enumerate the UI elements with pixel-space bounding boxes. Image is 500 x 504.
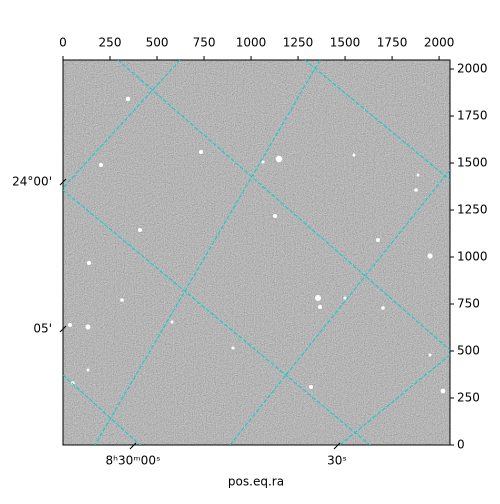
x-tick-label: 1500 — [330, 36, 361, 50]
ra-tick-label: 30ˢ — [327, 454, 347, 468]
grid-line — [94, 60, 321, 445]
world-grid — [63, 60, 450, 445]
y-tick-label: 750 — [457, 297, 480, 311]
y-tick-label: 1000 — [457, 250, 488, 264]
x-tick-label: 1000 — [236, 36, 267, 50]
grid-line — [63, 60, 181, 189]
y-tick-label: 1250 — [457, 203, 488, 217]
dec-tick — [59, 178, 67, 186]
y-tick-label: 1500 — [457, 156, 488, 170]
dec-tick-label: 24°00' — [12, 175, 52, 189]
dec-tick — [59, 325, 67, 333]
x-tick-label: 1250 — [283, 36, 314, 50]
stars — [68, 96, 446, 394]
y-tick-label: 500 — [457, 344, 480, 358]
plot-frame — [62, 59, 451, 446]
x-axis-label: pos.eq.ra — [228, 475, 284, 489]
grid-line — [304, 60, 450, 181]
grid-line — [63, 374, 141, 445]
y-tick-label: 0 — [457, 438, 465, 452]
grid-line — [63, 189, 371, 445]
x-tick-label: 0 — [59, 36, 67, 50]
image-noise — [63, 60, 450, 445]
y-tick-label: 250 — [457, 391, 480, 405]
x-tick-label: 500 — [146, 36, 169, 50]
grid-line — [229, 169, 450, 445]
x-tick-label: 2000 — [424, 36, 455, 50]
x-tick-label: 750 — [193, 36, 216, 50]
ra-tick-label: 8ʰ30ᵐ00ˢ — [105, 454, 160, 468]
ra-tick — [129, 442, 137, 450]
grid-line — [117, 60, 450, 351]
y-tick-label: 2000 — [457, 62, 488, 76]
ra-tick — [333, 442, 341, 450]
y-tick-label: 1750 — [457, 109, 488, 123]
x-tick-label: 250 — [99, 36, 122, 50]
dec-tick-label: 05' — [33, 322, 52, 336]
x-tick-label: 1750 — [377, 36, 408, 50]
